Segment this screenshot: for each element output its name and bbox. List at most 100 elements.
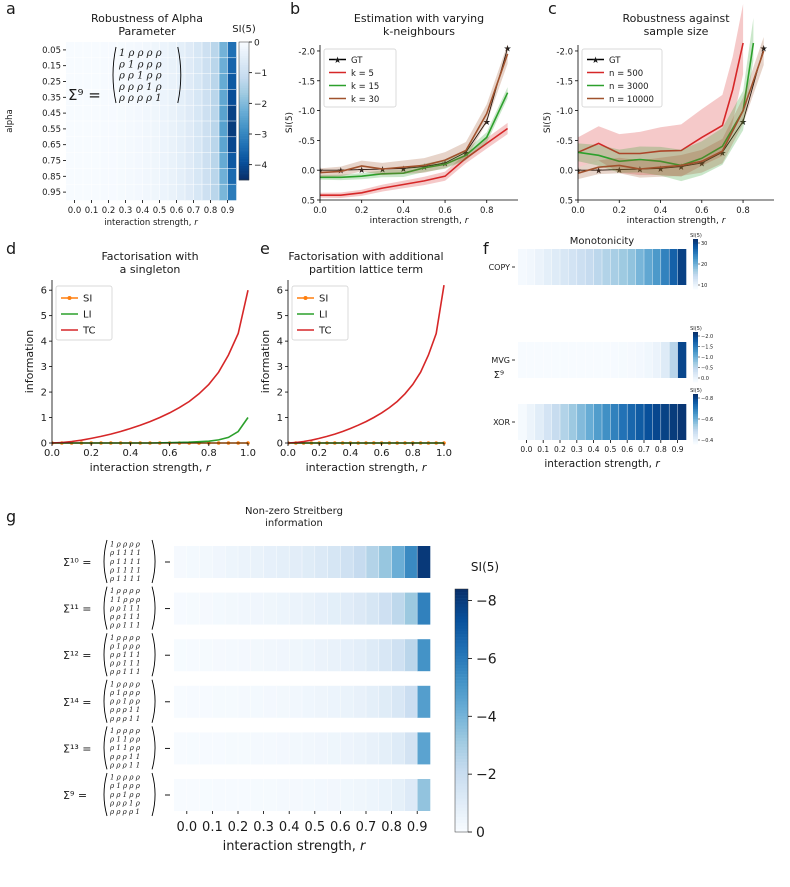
heatmap-cell <box>117 89 126 106</box>
colorbar-segment <box>455 649 468 654</box>
colorbar-tick-label: 20 <box>701 262 707 268</box>
colorbar-segment <box>693 378 698 381</box>
heatmap-cell <box>576 342 586 378</box>
matrix-row: ρ 1 1 ρ ρ <box>109 736 141 744</box>
colorbar-segment <box>455 592 468 596</box>
chart-title-line: a singleton <box>120 263 181 276</box>
heatmap-cell <box>199 592 213 625</box>
heatmap-cell <box>227 105 237 122</box>
matrix-row: ρ 1 ρ ρ ρ <box>109 689 141 697</box>
series-0: ★ ★ ★ ★ ★ ★ ★ ★ ★ ★ <box>574 44 768 176</box>
heatmap-cell <box>263 685 277 718</box>
colorbar-segment <box>693 338 698 341</box>
heatmap-cell <box>100 152 109 169</box>
heatmap-cell <box>117 136 126 153</box>
heatmap-cell <box>593 249 603 285</box>
heatmap-cell <box>74 105 84 122</box>
legend: SI LI TC <box>291 285 349 341</box>
heatmap-cell <box>193 73 203 90</box>
heatmap-cell <box>210 105 220 122</box>
colorbar-segment <box>239 81 249 84</box>
heatmap-cell <box>176 136 186 153</box>
heatmap-cell <box>635 404 645 440</box>
matrix-row: ρ ρ ρ 1 ρ <box>118 82 162 93</box>
y-tick-label: 6 <box>277 286 283 297</box>
colorbar-segment <box>693 333 698 336</box>
colorbar-segment <box>455 804 468 808</box>
colorbar-segment <box>455 828 468 833</box>
legend-label: LI <box>319 310 328 321</box>
y-tick-label: 0 <box>277 439 283 450</box>
colorbar-segment <box>693 270 698 273</box>
heatmap-cell <box>543 404 552 440</box>
heatmap-cell <box>289 639 303 672</box>
x-axis-label-var: r <box>360 839 367 854</box>
matrix-row: ρ 1 1 1 1 <box>109 549 141 557</box>
series-1 <box>577 4 744 177</box>
x-tick-label: 0.0 <box>176 820 197 835</box>
heatmap-cell <box>91 57 101 74</box>
heatmap-cell <box>602 249 611 285</box>
matrix-row: 1 ρ ρ ρ ρ <box>110 727 141 735</box>
heatmap-cell <box>134 184 143 201</box>
colorbar-segment <box>239 134 249 137</box>
colorbar-segment <box>455 713 468 717</box>
matrix-bracket-right <box>151 679 156 723</box>
heatmap-cell <box>100 89 109 106</box>
colorbar-segment <box>239 175 249 178</box>
panel-letter: c <box>548 0 557 18</box>
heatmap-cell <box>627 249 636 285</box>
colorbar-segment <box>239 117 249 121</box>
heatmap-cell <box>117 121 126 138</box>
heatmap-cell <box>227 121 237 138</box>
heatmap-cell <box>66 184 75 201</box>
colorbar-segment <box>455 816 468 821</box>
heatmap-cell <box>669 249 678 285</box>
y-tick-label: 1 <box>41 413 47 424</box>
heatmap-cell <box>108 105 118 122</box>
heatmap-cell <box>417 685 431 718</box>
colorbar-segment <box>455 771 468 775</box>
colorbar-segment <box>693 377 698 379</box>
colorbar-segment <box>455 707 468 711</box>
y-tick-label: 0.15 <box>42 62 61 72</box>
x-axis-label: interaction strength, r <box>90 461 212 474</box>
colorbar-segment <box>455 683 468 687</box>
x-axis-label: interaction strength, r <box>627 216 727 226</box>
colorbar-segment <box>455 643 468 648</box>
colorbar-segment <box>693 353 698 356</box>
colorbar-segment <box>693 350 698 353</box>
colorbar-segment <box>693 380 698 383</box>
heatmap-row-copy: COPY SI(5) 30 20 10 <box>489 233 707 290</box>
heatmap-cell <box>174 732 188 765</box>
matrix-row: 1 ρ ρ ρ ρ <box>110 774 141 782</box>
colorbar-segment <box>239 108 249 112</box>
colorbar-tick-label: −1 <box>254 69 267 79</box>
heatmap-cell <box>276 685 290 718</box>
colorbar-segment <box>239 154 249 158</box>
y-tick-label: 3 <box>41 362 47 373</box>
heatmap-cell <box>174 779 188 811</box>
colorbar-segment <box>455 625 468 629</box>
heatmap-cell <box>74 136 84 153</box>
colorbar-segment <box>455 737 468 742</box>
heatmap-cell <box>534 404 544 440</box>
matrix-bracket-left <box>103 539 108 584</box>
colorbar-segment <box>455 819 468 824</box>
legend-label: LI <box>83 310 92 321</box>
matrix-row: 1 1 ρ ρ ρ <box>110 596 141 604</box>
panel-letter: d <box>6 239 16 258</box>
colorbar-segment <box>693 269 698 271</box>
heatmap-cell <box>551 249 561 285</box>
matrix-row: ρ ρ 1 ρ ρ <box>109 698 141 706</box>
colorbar-segment <box>693 348 698 351</box>
colorbar-segment <box>693 264 698 266</box>
heatmap-cell <box>151 89 160 106</box>
heatmap-cell <box>652 404 662 440</box>
x-tick-label: 0.9 <box>672 445 684 454</box>
colorbar-segment <box>455 753 468 757</box>
heatmap-cell <box>193 121 203 138</box>
data-point: ★ <box>656 165 664 175</box>
series-3 <box>319 44 509 177</box>
colorbar-segment <box>455 789 468 793</box>
